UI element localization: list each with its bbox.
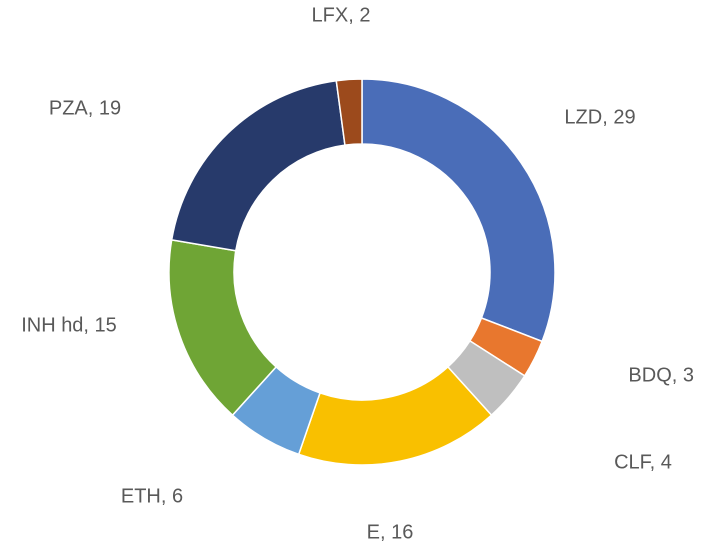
data-label-lfx: LFX, 2 bbox=[312, 4, 371, 26]
data-label-pza: PZA, 19 bbox=[49, 97, 121, 119]
data-label-e: E, 16 bbox=[367, 521, 414, 543]
slices-layer bbox=[168, 78, 556, 466]
data-label-lzd: LZD, 29 bbox=[564, 106, 635, 128]
data-label-inh-hd: INH hd, 15 bbox=[21, 314, 117, 336]
data-label-eth: ETH, 6 bbox=[121, 485, 183, 507]
data-label-clf: CLF, 4 bbox=[614, 451, 672, 473]
data-label-bdq: BDQ, 3 bbox=[628, 364, 694, 386]
slice-lzd bbox=[361, 78, 556, 343]
slice-lfx bbox=[335, 78, 363, 146]
slice-pza bbox=[170, 79, 346, 252]
labels-layer: LZD, 29 BDQ, 3 CLF, 4 E, 16 ETH, 6 INH hd, 15… bbox=[21, 4, 694, 543]
